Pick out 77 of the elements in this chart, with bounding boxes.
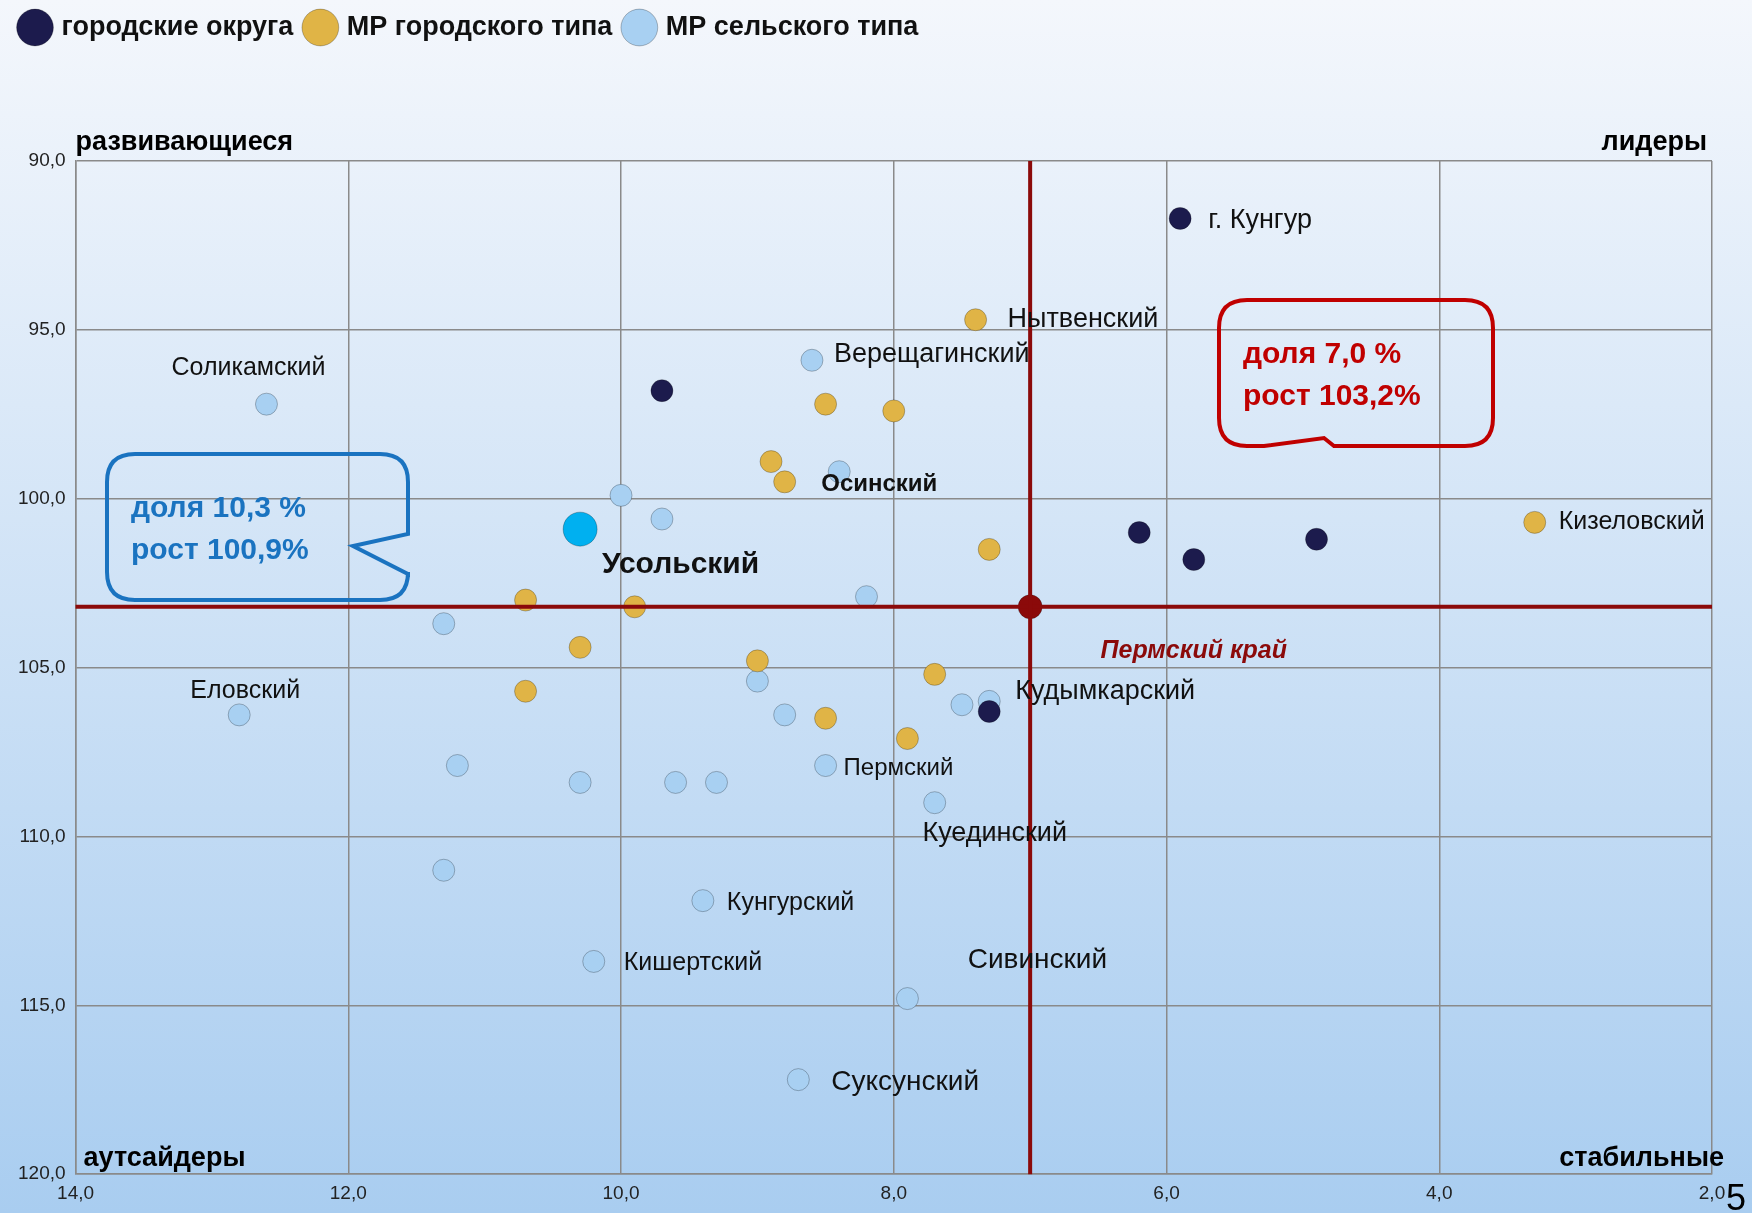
annotation: Суксунский (831, 1065, 980, 1097)
point (786, 1068, 810, 1092)
point (759, 450, 783, 474)
text: 5 (1725, 1177, 1746, 1213)
point (432, 858, 456, 882)
point (1127, 521, 1151, 545)
y-tick-label: 100,0 (18, 486, 66, 508)
point (1168, 206, 1192, 230)
point (227, 703, 251, 727)
annotation: г. Кунгур (1208, 203, 1312, 234)
point (814, 754, 838, 778)
x-tick-label: 4,0 (1426, 1181, 1453, 1203)
annotation: Соликамский (171, 352, 326, 381)
point (923, 662, 947, 686)
point (895, 727, 919, 751)
point (650, 507, 674, 531)
annotation: Усольский (602, 546, 760, 580)
point (514, 679, 538, 703)
point (773, 470, 797, 494)
point (562, 511, 598, 547)
annotation: аутсайдеры (83, 1141, 246, 1172)
x-tick-label: 2,0 (1698, 1181, 1726, 1203)
speech-bubble: доля 10,3 % рост 100,9% (105, 452, 410, 602)
legend-label: городские округа (61, 10, 295, 41)
x-tick-label: 10,0 (602, 1181, 640, 1203)
text: лидеры (1601, 126, 1707, 157)
y-tick-label: 115,0 (19, 993, 66, 1015)
point (923, 791, 947, 815)
point (582, 949, 606, 973)
annotation: Кизеловский (1558, 506, 1705, 535)
point (773, 703, 797, 727)
x-tick-label: 14,0 (57, 1181, 95, 1203)
point (745, 649, 769, 673)
point (814, 706, 838, 730)
annotation: Кишертский (623, 947, 763, 976)
x-tick-label: 8,0 (880, 1181, 907, 1203)
annotation: Осинский (821, 469, 938, 497)
legend-label: МР городского типа (346, 10, 614, 41)
x-tick-label: 6,0 (1153, 1181, 1180, 1203)
point (964, 308, 988, 332)
point (691, 889, 715, 913)
x-tick-label: 12,0 (329, 1181, 367, 1203)
legend-label: МР сельского типа (665, 10, 920, 41)
point (568, 635, 592, 659)
point (950, 693, 974, 717)
annotation: стабильные (1559, 1141, 1724, 1172)
annotation: Еловский (190, 674, 301, 703)
annotation: Верещагинский (833, 337, 1030, 368)
point (800, 348, 824, 372)
ref-line-label: Пермский край (1100, 634, 1288, 663)
point (895, 987, 919, 1011)
point (1305, 527, 1329, 551)
point (977, 700, 1001, 724)
point (882, 399, 906, 423)
point (568, 770, 592, 794)
text: развивающиеся (75, 126, 294, 157)
point (650, 379, 674, 403)
point (664, 770, 688, 794)
point (254, 392, 278, 416)
point (1182, 548, 1206, 572)
point (745, 669, 769, 693)
annotation: Пермский (843, 753, 954, 781)
y-tick-label: 95,0 (28, 318, 66, 340)
annotation: доля 7,0 % рост 103,2% (1243, 335, 1421, 413)
point (814, 392, 838, 416)
y-tick-label: 105,0 (18, 655, 66, 677)
y-tick-label: 120,0 (18, 1162, 66, 1184)
point (609, 483, 633, 507)
point (445, 754, 469, 778)
point (704, 770, 728, 794)
point (432, 612, 456, 636)
annotation: Кунгурский (726, 886, 855, 915)
y-tick-label: 110,0 (19, 824, 66, 846)
annotation: доля 10,3 % рост 100,9% (131, 489, 309, 567)
y-tick-label: 90,0 (28, 149, 66, 171)
point (977, 537, 1001, 561)
point (1523, 510, 1547, 534)
